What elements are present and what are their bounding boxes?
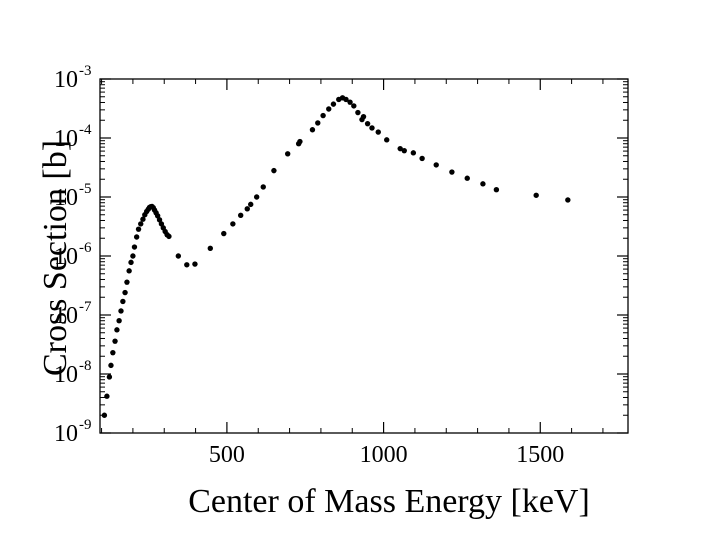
data-point bbox=[207, 245, 214, 252]
data-point bbox=[315, 120, 321, 126]
data-point bbox=[297, 138, 303, 145]
data-point bbox=[244, 206, 250, 212]
data-series bbox=[101, 95, 571, 418]
data-point bbox=[326, 106, 332, 112]
x-tick-label: 1000 bbox=[360, 442, 408, 468]
data-point bbox=[221, 230, 227, 237]
data-point bbox=[343, 96, 349, 103]
y-tick-exponent: -6 bbox=[79, 240, 92, 256]
data-point bbox=[355, 109, 361, 116]
data-point bbox=[271, 167, 277, 174]
y-tick-exponent: -7 bbox=[79, 299, 92, 315]
data-point bbox=[449, 169, 455, 175]
data-point bbox=[248, 201, 254, 208]
data-point bbox=[330, 101, 337, 107]
data-point bbox=[384, 137, 390, 143]
data-point bbox=[253, 194, 260, 200]
data-point bbox=[154, 213, 161, 219]
data-point bbox=[565, 197, 571, 203]
data-point bbox=[260, 184, 266, 190]
data-point bbox=[156, 217, 163, 223]
data-point bbox=[410, 150, 417, 156]
data-point bbox=[108, 362, 114, 369]
y-tick-label: 10 bbox=[54, 303, 78, 329]
data-point bbox=[464, 175, 470, 181]
y-tick-exponent: -8 bbox=[79, 358, 92, 374]
data-point bbox=[184, 262, 190, 268]
data-point bbox=[118, 308, 124, 314]
data-point bbox=[114, 327, 120, 333]
data-point bbox=[351, 103, 357, 109]
data-point bbox=[120, 298, 126, 305]
y-tick-label: 10 bbox=[54, 185, 78, 211]
data-point bbox=[128, 259, 134, 266]
data-point bbox=[480, 181, 486, 187]
data-point bbox=[112, 338, 118, 344]
data-point bbox=[419, 155, 425, 162]
data-point bbox=[364, 120, 371, 127]
y-tick-label: 10 bbox=[54, 126, 78, 152]
data-point bbox=[126, 268, 132, 274]
data-point bbox=[124, 279, 130, 285]
data-point bbox=[237, 212, 244, 218]
data-point bbox=[397, 145, 403, 152]
data-point bbox=[138, 221, 144, 227]
y-tick-exponent: -9 bbox=[79, 417, 92, 433]
data-point bbox=[133, 234, 140, 240]
data-point bbox=[131, 244, 138, 250]
data-point bbox=[135, 226, 142, 232]
data-point bbox=[122, 289, 128, 296]
y-tick-label: 10 bbox=[54, 67, 78, 93]
data-point bbox=[493, 186, 500, 193]
data-point bbox=[130, 253, 136, 259]
data-point bbox=[104, 393, 110, 399]
data-point bbox=[369, 125, 375, 131]
data-point bbox=[320, 112, 326, 119]
y-axis: 10-310-410-510-610-710-810-9 bbox=[54, 63, 628, 447]
data-point bbox=[110, 349, 116, 356]
data-point bbox=[533, 192, 539, 198]
data-point bbox=[101, 412, 108, 418]
data-point bbox=[360, 113, 367, 120]
data-point bbox=[116, 318, 122, 324]
data-point bbox=[166, 233, 172, 240]
data-point bbox=[309, 127, 316, 133]
x-tick-label: 1500 bbox=[516, 442, 564, 468]
data-point bbox=[175, 253, 182, 259]
data-point bbox=[347, 99, 353, 105]
data-point bbox=[401, 147, 407, 154]
data-point bbox=[106, 374, 113, 380]
data-point bbox=[140, 216, 146, 222]
data-point bbox=[433, 162, 439, 168]
y-tick-exponent: -4 bbox=[79, 122, 92, 138]
data-point bbox=[375, 129, 381, 135]
x-axis-title: Center of Mass Energy [keV] bbox=[188, 483, 590, 520]
y-tick-label: 10 bbox=[54, 421, 78, 447]
y-tick-exponent: -3 bbox=[79, 63, 92, 79]
data-point bbox=[192, 261, 198, 267]
data-point bbox=[284, 151, 291, 157]
data-point bbox=[230, 221, 236, 227]
x-axis: 500 1000 1500 bbox=[101, 79, 604, 468]
x-tick-label: 500 bbox=[209, 442, 245, 468]
y-axis-title: Cross Section [b] bbox=[37, 140, 74, 376]
y-tick-label: 10 bbox=[54, 244, 78, 270]
y-tick-exponent: -5 bbox=[79, 181, 92, 197]
y-tick-label: 10 bbox=[54, 362, 78, 388]
